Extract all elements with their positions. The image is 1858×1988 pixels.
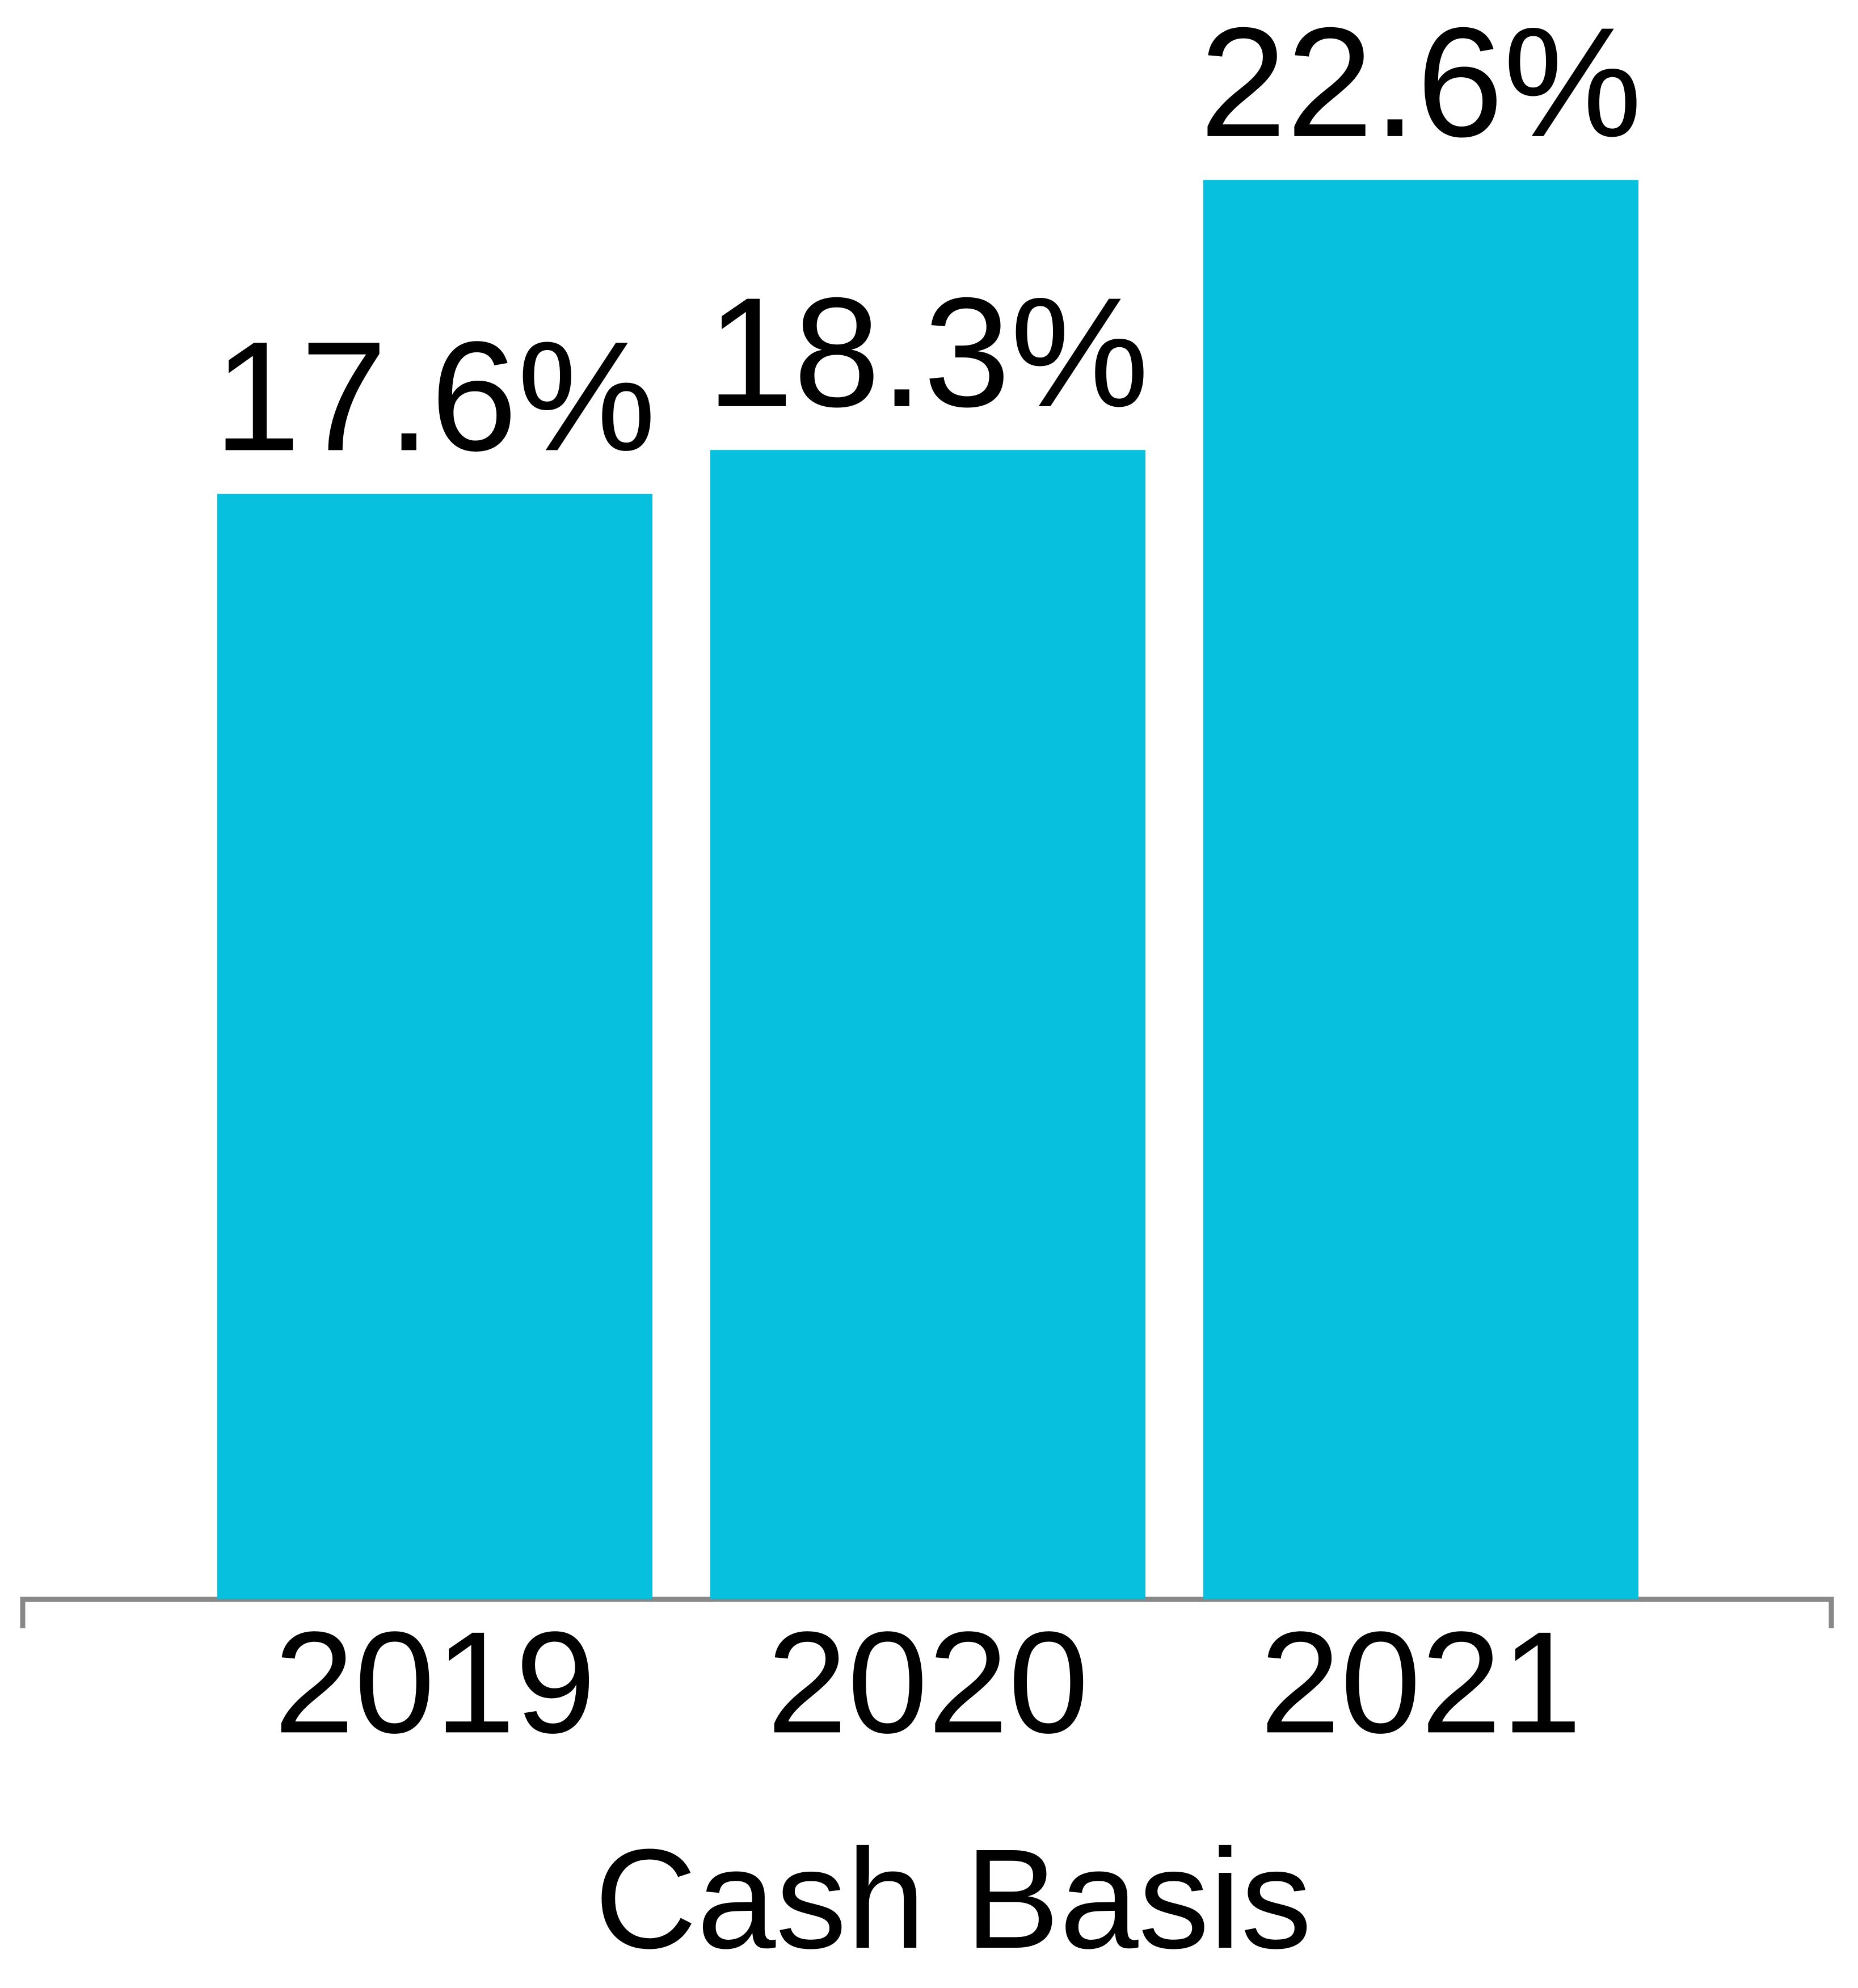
x-tick-label: 2020 — [767, 1602, 1089, 1763]
x-axis-title: Cash Basis — [595, 1819, 1312, 1978]
value-label: 18.3% — [707, 266, 1149, 440]
value-label: 17.6% — [214, 309, 656, 483]
bar — [1203, 180, 1638, 1600]
bar — [217, 494, 652, 1600]
value-label: 22.6% — [1200, 0, 1642, 170]
x-tick-label: 2021 — [1260, 1602, 1582, 1763]
x-tick-label: 2019 — [274, 1602, 596, 1763]
bar — [710, 450, 1145, 1600]
